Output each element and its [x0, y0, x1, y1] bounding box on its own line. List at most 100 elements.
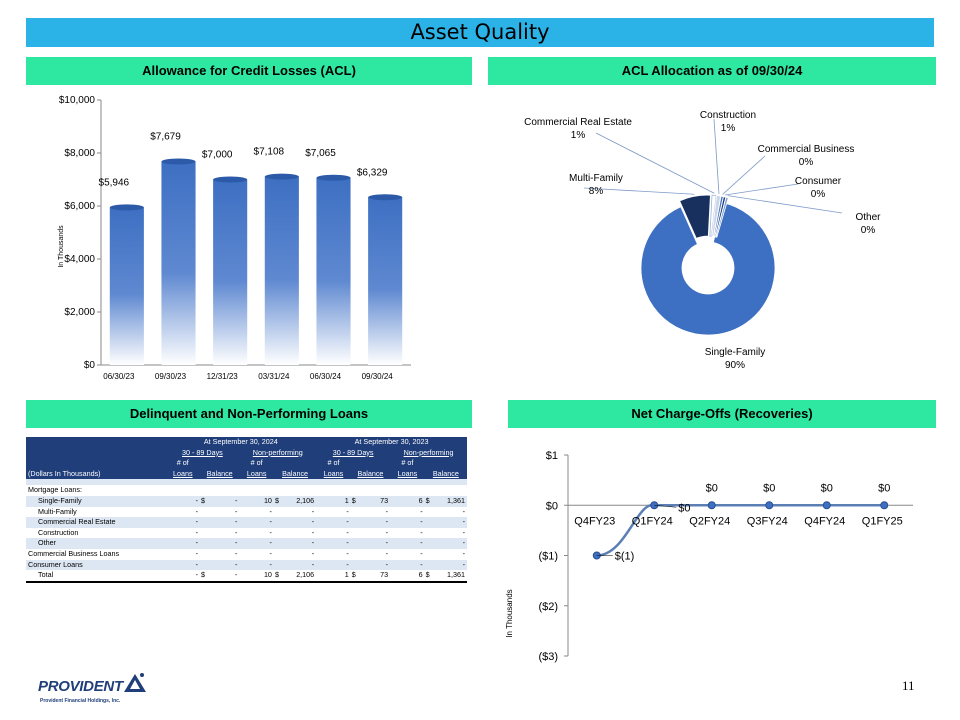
currency-cell — [200, 538, 211, 549]
bar-data-label: $6,329 — [357, 167, 388, 178]
sub-header-30-89-2023: 30 - 89 Days — [316, 447, 391, 459]
nco-series-line — [596, 503, 885, 557]
logo-star-icon — [124, 673, 146, 692]
value-cell: - — [434, 538, 467, 549]
nco-section-header: Net Charge-Offs (Recoveries) — [508, 400, 936, 428]
doughnut-label: Multi-Family — [569, 173, 623, 184]
col-top-4: # of — [390, 458, 425, 469]
page-title-bar: Asset Quality — [26, 18, 934, 47]
group-header-2023: At September 30, 2023 — [316, 437, 467, 448]
value-cell: - — [239, 538, 274, 549]
sub-header-nonperf-2023: Non-performing — [390, 447, 467, 459]
nco-point-3 — [765, 501, 774, 510]
currency-cell — [350, 548, 361, 560]
row-header-label: (Dollars In Thousands) — [26, 468, 166, 480]
line-x-tick-label: Q4FY23 — [574, 515, 615, 527]
value-cell: - — [165, 570, 201, 583]
currency-cell — [424, 559, 435, 571]
value-cell: - — [210, 570, 240, 583]
currency-cell — [273, 559, 284, 571]
col-top-2: # of — [239, 458, 274, 469]
value-cell: - — [316, 527, 351, 539]
doughnut-slice-6 — [715, 196, 729, 238]
bar-data-label: $7,065 — [305, 148, 336, 159]
bar-y-tick-label: $10,000 — [59, 95, 96, 106]
value-cell: - — [316, 517, 351, 528]
value-cell: 73 — [360, 495, 391, 507]
delinquent-section-title: Delinquent and Non-Performing Loans — [129, 406, 369, 421]
col-header-loans-4: Loans — [390, 468, 425, 480]
value-cell: - — [316, 559, 351, 571]
doughnut-leader-line — [595, 132, 715, 194]
value-cell: - — [283, 538, 317, 549]
row-label: Commercial Business Loans — [26, 548, 166, 560]
line-x-tick-label: Q2FY24 — [689, 515, 730, 527]
doughnut-label: Other — [855, 212, 881, 223]
value-cell: 2,106 — [283, 570, 317, 583]
bar-y-tick-label: $6,000 — [64, 201, 95, 212]
value-cell: - — [360, 538, 391, 549]
currency-cell — [200, 559, 211, 571]
table-col-top-row: # of # of # of # of — [26, 458, 467, 469]
value-cell: - — [239, 506, 274, 518]
line-x-tick-label: Q4FY24 — [804, 515, 845, 527]
page-title: Asset Quality — [410, 20, 550, 44]
doughnut-leader-line — [722, 155, 766, 195]
doughnut-slice-1 — [679, 194, 711, 239]
line-data-label: $0 — [678, 502, 690, 514]
value-cell: - — [316, 548, 351, 560]
value-cell: - — [239, 527, 274, 539]
value-cell: - — [283, 548, 317, 560]
line-y-axis-label: In Thousands — [505, 589, 514, 637]
value-cell: - — [360, 506, 391, 518]
value-cell: - — [239, 517, 274, 528]
value-cell: - — [283, 506, 317, 518]
doughnut-leader-line — [583, 187, 695, 195]
currency-cell — [424, 506, 435, 518]
bar-0 — [109, 207, 144, 365]
value-cell: - — [434, 527, 467, 539]
bar-top-cap — [264, 173, 299, 180]
currency-cell: $ — [200, 495, 211, 507]
currency-cell — [273, 517, 284, 528]
col-header-balance-3: Balance — [350, 468, 391, 480]
doughnut-value-label: 0% — [799, 157, 814, 168]
bar-1 — [161, 161, 196, 365]
nco-line-chart: ($3)($2)($1)$0$1Q4FY23$(1)Q1FY24$0Q2FY24… — [505, 450, 913, 663]
delinquent-section-header: Delinquent and Non-Performing Loans — [26, 400, 472, 428]
line-data-label: $0 — [821, 482, 833, 494]
bar-x-tick-label: 09/30/24 — [362, 372, 394, 381]
value-cell: - — [390, 527, 425, 539]
table-spacer-row — [26, 479, 467, 486]
row-label: Multi-Family — [26, 506, 166, 518]
value-cell: - — [316, 506, 351, 518]
bar-3 — [264, 176, 299, 365]
value-cell: 73 — [360, 570, 391, 583]
nco-point-4 — [822, 501, 831, 510]
table-row: Other - - - - - - - - — [26, 538, 467, 549]
currency-cell — [273, 527, 284, 539]
doughnut-label: Single-Family — [705, 347, 766, 358]
acl-section-header: Allowance for Credit Losses (ACL) — [26, 57, 472, 85]
value-cell: - — [283, 559, 317, 571]
col-header-balance-4: Balance — [424, 468, 467, 480]
value-cell: - — [390, 506, 425, 518]
value-cell: - — [165, 495, 201, 507]
data-label-leader — [654, 504, 677, 508]
currency-cell: $ — [424, 570, 435, 583]
group-header-2024: At September 30, 2024 — [165, 437, 317, 448]
bar-top-cap — [213, 176, 248, 183]
currency-cell — [273, 548, 284, 560]
doughnut-value-label: 90% — [725, 360, 745, 371]
bar-y-tick-label: $2,000 — [64, 307, 95, 318]
value-cell: - — [283, 517, 317, 528]
table-row: Consumer Loans - - - - - - - - — [26, 559, 467, 571]
value-cell: - — [165, 538, 201, 549]
table-section-row: Mortgage Loans: — [26, 485, 467, 496]
value-cell: - — [210, 538, 240, 549]
currency-cell — [200, 517, 211, 528]
acl-section-title: Allowance for Credit Losses (ACL) — [142, 63, 356, 78]
bar-x-tick-label: 06/30/24 — [310, 372, 342, 381]
table-sub-header-row: 30 - 89 Days Non-performing 30 - 89 Days… — [26, 447, 467, 459]
row-label: Single-Family — [26, 495, 166, 507]
